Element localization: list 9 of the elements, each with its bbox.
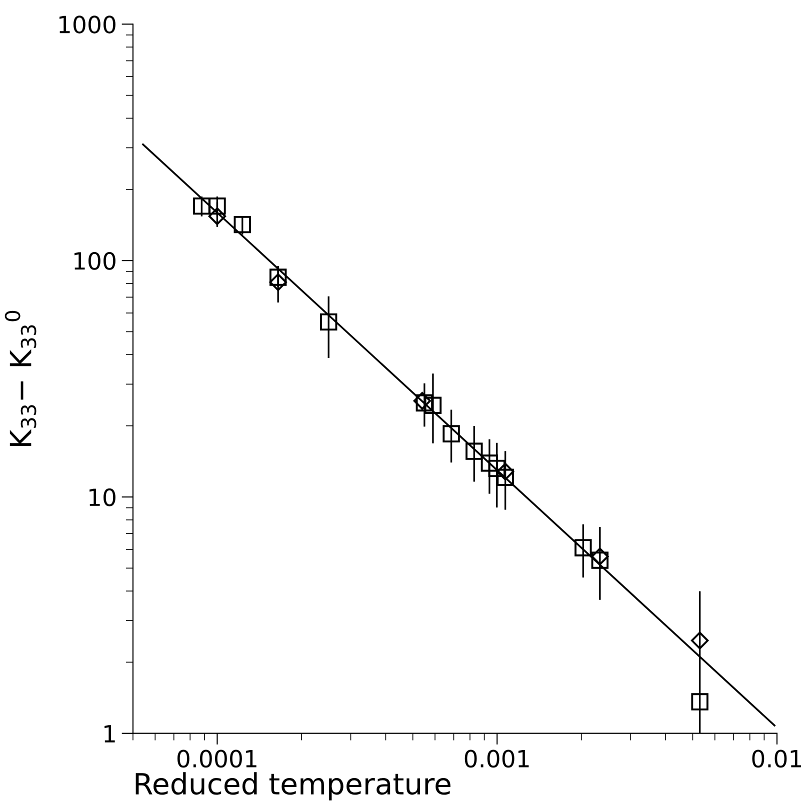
x-tick-label: 0.001 (464, 750, 529, 768)
x-tick-label: 0.01 (752, 750, 801, 768)
y-tick-label: 1000 (59, 16, 116, 34)
y-tick-label: 10 (90, 488, 116, 506)
y-axis-title: K$_{33}$− K$_{33}$$^{0}$ (4, 310, 36, 446)
x-tick-label: 0.0001 (177, 750, 256, 768)
y-tick-label: 100 (74, 252, 116, 270)
x-axis-title: Reduced temperature (136, 772, 450, 800)
y-tick-label: 1 (104, 725, 115, 742)
